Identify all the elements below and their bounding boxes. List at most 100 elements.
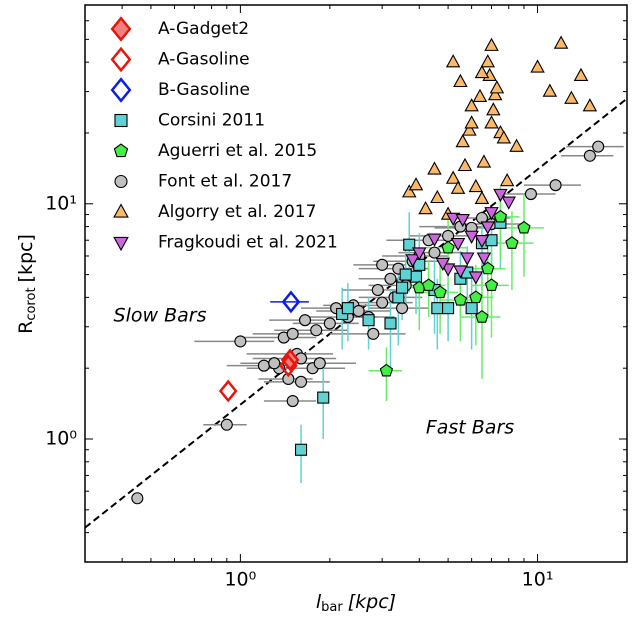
point [450, 237, 466, 252]
point [469, 290, 483, 304]
point [474, 190, 490, 205]
point [396, 302, 409, 315]
point [427, 233, 442, 247]
point [542, 83, 558, 97]
point [418, 201, 433, 215]
point [553, 35, 569, 49]
point [218, 379, 238, 403]
point [131, 492, 144, 505]
point [464, 115, 479, 129]
x-tick-label: 10⁰ [224, 569, 256, 591]
point [453, 73, 468, 88]
point [435, 257, 451, 272]
point [317, 391, 330, 404]
point [427, 161, 442, 175]
point [450, 180, 466, 194]
point [455, 213, 470, 228]
legend-label: Font et al. 2017 [158, 172, 292, 192]
point [281, 290, 301, 314]
point [484, 115, 499, 129]
label-part: [kpc] [348, 591, 396, 613]
point [474, 234, 490, 249]
point [530, 59, 545, 73]
legend-marker [114, 174, 128, 189]
point [441, 240, 455, 254]
point [352, 304, 365, 318]
point [445, 54, 461, 68]
legend-label: Algorry et al. 2017 [158, 202, 316, 222]
point [294, 443, 308, 456]
point [408, 177, 424, 191]
legend-label: Corsini 2011 [158, 111, 265, 131]
y-tick-label: 10¹ [45, 192, 77, 214]
label-part: corot [24, 287, 39, 320]
legend-label: Fragkoudi et al. 2021 [158, 233, 338, 253]
x-axis-label: lbar [kpc] [316, 591, 396, 615]
point [286, 395, 299, 408]
point [371, 283, 384, 297]
point [298, 314, 312, 327]
point [484, 37, 499, 51]
point [384, 272, 397, 285]
point [474, 64, 490, 79]
legend-label: A-Gadget2 [158, 19, 249, 39]
legend-label: A-Gasoline [158, 50, 250, 70]
legend-label: Aguerri et al. 2015 [158, 141, 317, 161]
point [421, 278, 436, 292]
point [455, 134, 470, 148]
point [384, 317, 397, 330]
point [462, 122, 477, 136]
point [465, 302, 478, 315]
point [468, 178, 484, 193]
point [505, 236, 519, 249]
point [220, 418, 233, 431]
point [310, 324, 323, 337]
point [472, 88, 488, 103]
point [493, 188, 508, 203]
legend-marker [110, 77, 132, 103]
point [412, 247, 427, 261]
point [409, 270, 423, 283]
point [445, 212, 461, 227]
label-part: R [15, 321, 37, 334]
annotation: Fast Bars [426, 417, 514, 439]
point [341, 302, 354, 315]
point [484, 207, 499, 221]
legend-label: B-Gasoline [158, 80, 250, 100]
point [268, 357, 281, 370]
point [476, 154, 492, 168]
point [475, 310, 489, 323]
point [493, 209, 508, 223]
point [445, 170, 461, 184]
point [431, 302, 444, 315]
point [582, 98, 598, 112]
point [433, 285, 447, 299]
point [486, 102, 501, 116]
legend-marker [110, 16, 132, 42]
point [481, 261, 495, 275]
point [453, 292, 468, 306]
point [362, 314, 375, 327]
point [517, 220, 531, 234]
legend-marker [113, 236, 129, 252]
point [294, 375, 308, 388]
point [442, 302, 455, 315]
point [323, 317, 336, 330]
point [376, 296, 389, 309]
point [457, 157, 473, 172]
point [257, 359, 270, 372]
label-part: l [316, 591, 322, 613]
y-tick-label: 10⁰ [45, 428, 77, 450]
point [489, 80, 505, 94]
point [396, 281, 409, 294]
point [468, 271, 484, 285]
point [592, 140, 605, 153]
point [376, 258, 389, 271]
annotation: Slow Bars [114, 305, 207, 327]
plot-area [85, 35, 627, 529]
point [464, 230, 479, 244]
point [379, 363, 394, 377]
point [313, 357, 326, 370]
point [453, 265, 468, 279]
plot-frame [84, 4, 628, 563]
